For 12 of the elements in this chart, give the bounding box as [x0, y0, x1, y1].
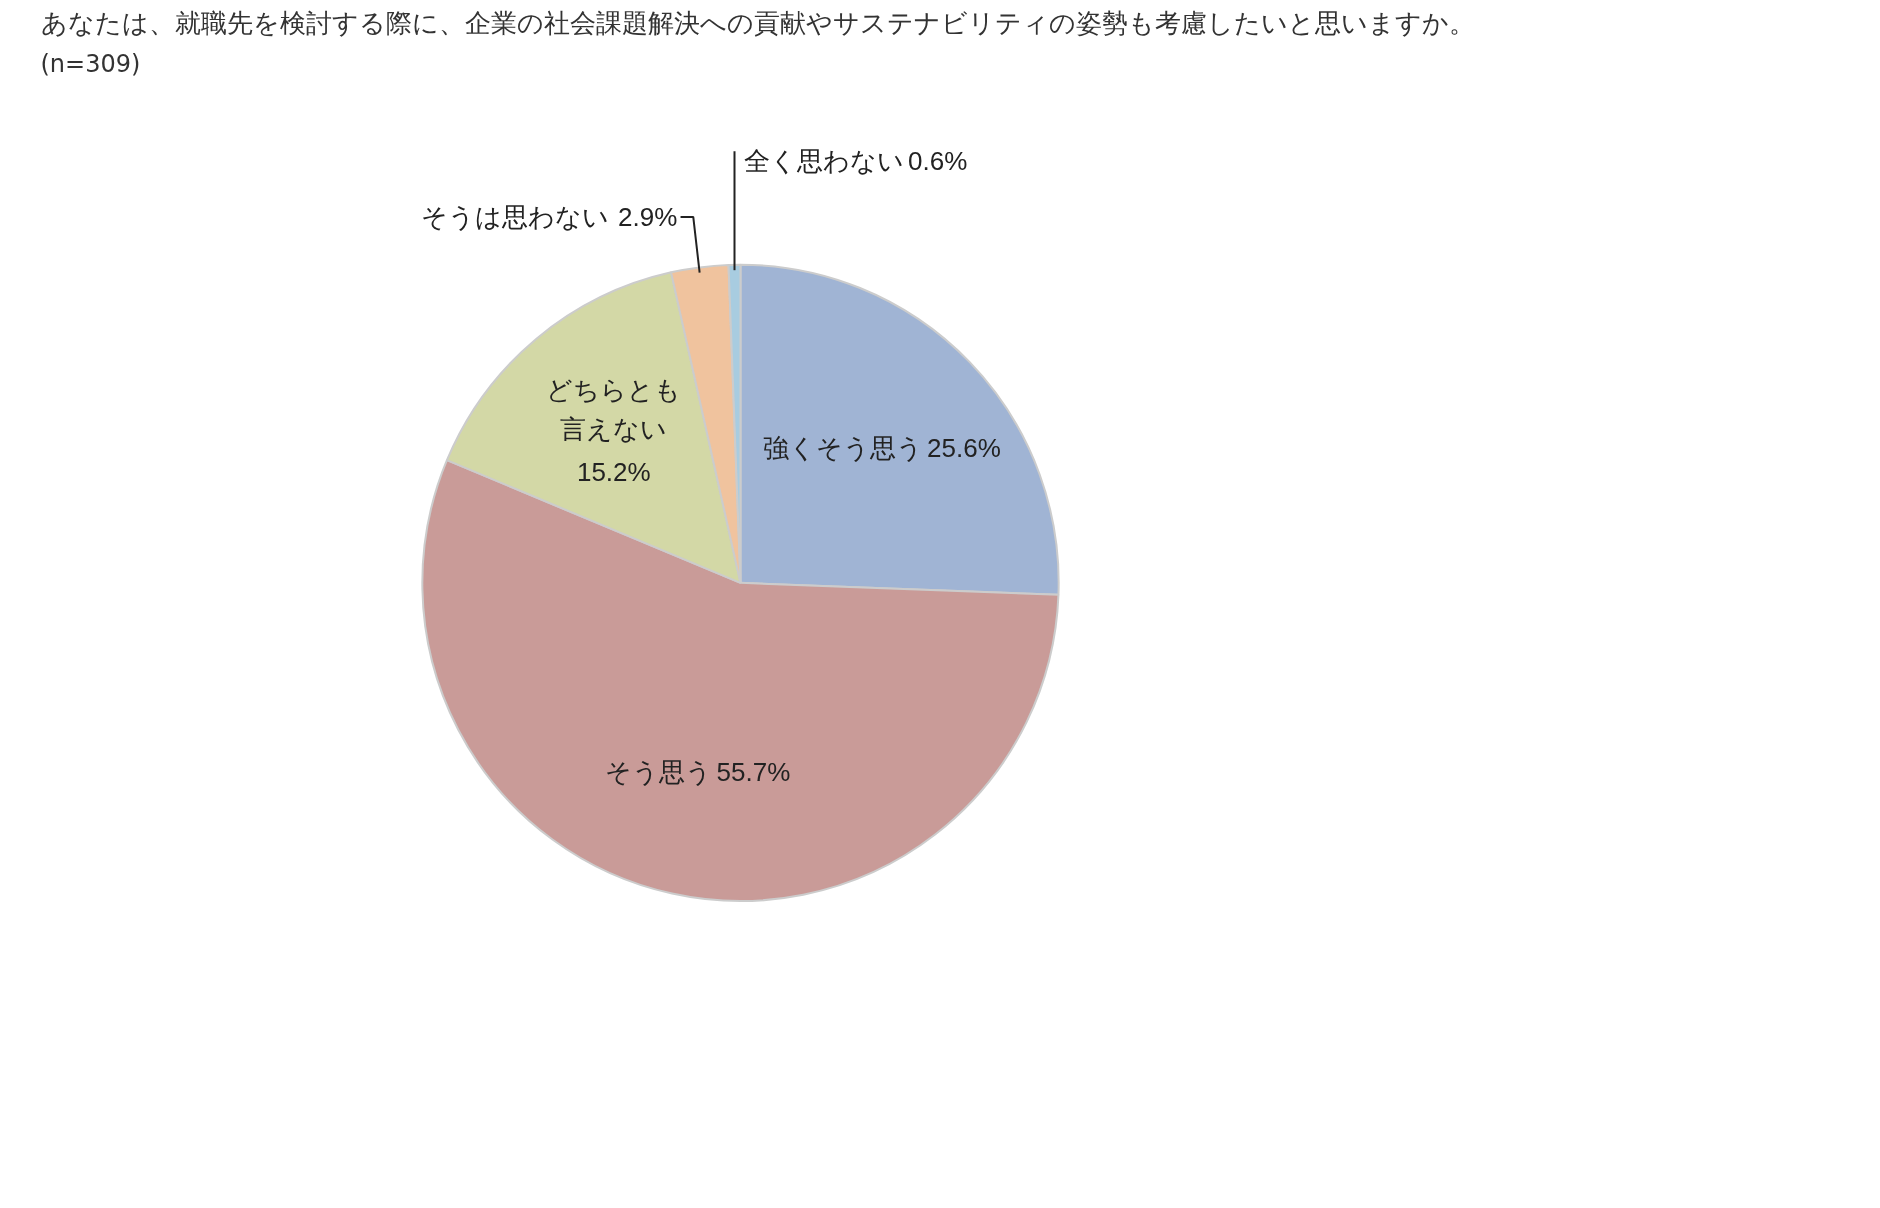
text: (n=309): [40, 49, 141, 78]
slice-label: どちらとも言えない: [546, 374, 682, 444]
data-label: 55.7%: [716, 757, 791, 788]
data-label: 0.6%: [908, 145, 968, 176]
chart-title: あなたは、就職先を検討する際に、企業の社会課題解決への貢献やサステナビリティの姿勢も考慮したいと思いますか。: [40, 7, 1475, 38]
slice-label: そうは思わない: [421, 201, 610, 232]
data-label: 2.9%: [618, 201, 678, 232]
slice-label: 全く思わない: [744, 145, 905, 176]
slice-label: 強くそう思う: [763, 433, 924, 464]
slice-label: そう思う: [604, 757, 712, 788]
data-label: 25.6%: [927, 433, 1001, 464]
data-label: 15.2%: [576, 456, 651, 487]
